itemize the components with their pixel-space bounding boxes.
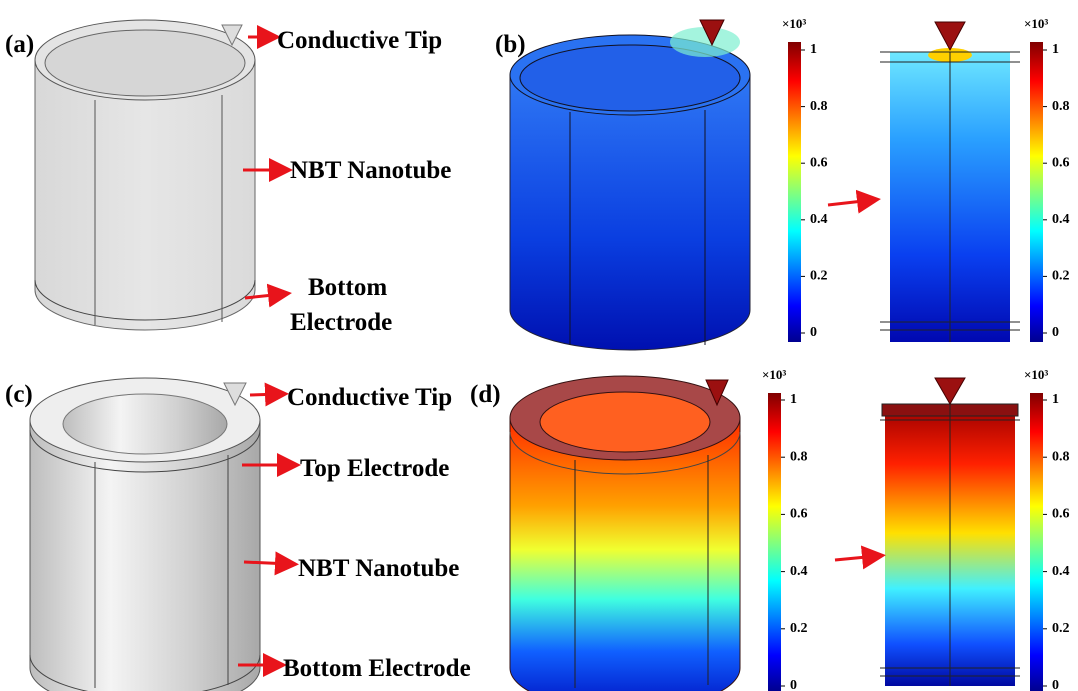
panel-label: (a): [5, 31, 34, 58]
colorbar-multiplier: ×10³: [1024, 16, 1048, 31]
figure: (a) Conductive Tip NBT Nanotube Bottom E…: [0, 0, 1078, 691]
annotation: Conductive Tip: [287, 384, 452, 411]
colorbar: [788, 42, 801, 342]
colorbar: [1030, 393, 1043, 691]
colorbar-tick-label: 0.6: [1052, 155, 1070, 170]
colorbar-tick-label: 0: [1052, 678, 1059, 691]
page: {"panels": { "a": {"label": "(a)", "anno…: [0, 0, 1078, 691]
colorbar-tick-label: 0.8: [790, 449, 808, 464]
panel-label: (c): [5, 381, 33, 408]
colorbar-tick-label: 0.2: [1052, 269, 1070, 284]
annotation: Bottom: [308, 274, 387, 301]
colorbar-multiplier: ×10³: [762, 367, 786, 382]
colorbar-tick-label: 1: [1052, 392, 1059, 407]
colorbar-tick-label: 0.8: [1052, 449, 1070, 464]
colorbar-tick-label: 0.8: [810, 99, 828, 114]
panel-d: (d): [470, 376, 1020, 691]
colorbar-multiplier: ×10³: [1024, 367, 1048, 382]
colorbar: [768, 393, 781, 691]
annotation: NBT Nanotube: [298, 555, 459, 582]
colorbar-multiplier: ×10³: [782, 16, 806, 31]
colorbar-tick-label: 0.4: [1052, 212, 1070, 227]
colorbar-tick-label: 0.2: [810, 269, 828, 284]
colorbar-tick-label: 0.2: [790, 621, 808, 636]
colorbar-tick-label: 0.2: [1052, 621, 1070, 636]
panel-label: (b): [495, 31, 526, 58]
panel-c: (c) Conductive Tip Top Electrode NBT Nan…: [5, 378, 471, 691]
colorbar-tick-label: 1: [1052, 42, 1059, 57]
annotation: Bottom Electrode: [283, 655, 471, 682]
colorbar-tick-label: 0.4: [810, 212, 828, 227]
colorbar-tick-label: 1: [810, 42, 817, 57]
colorbar-tick-label: 0.6: [790, 507, 808, 522]
colorbar: [1030, 42, 1043, 342]
panel-b: (b): [495, 20, 1020, 350]
annotation: Conductive Tip: [277, 27, 442, 54]
colorbar-tick-label: 0.8: [1052, 99, 1070, 114]
colorbar-tick-label: 0: [790, 678, 797, 691]
panel-label: (d): [470, 381, 501, 408]
colorbar-tick-label: 0: [810, 325, 817, 340]
panel-a: (a) Conductive Tip NBT Nanotube Bottom E…: [5, 20, 451, 336]
colorbar-tick-label: 0.4: [1052, 564, 1070, 579]
annotation: NBT Nanotube: [290, 157, 451, 184]
colorbar-tick-label: 0.4: [790, 564, 808, 579]
colorbar-tick-label: 0: [1052, 325, 1059, 340]
colorbar-tick-label: 0.6: [810, 155, 828, 170]
annotation: Electrode: [290, 309, 392, 336]
colorbar-tick-label: 0.6: [1052, 507, 1070, 522]
annotation: Top Electrode: [300, 455, 449, 482]
colorbar-tick-label: 1: [790, 392, 797, 407]
